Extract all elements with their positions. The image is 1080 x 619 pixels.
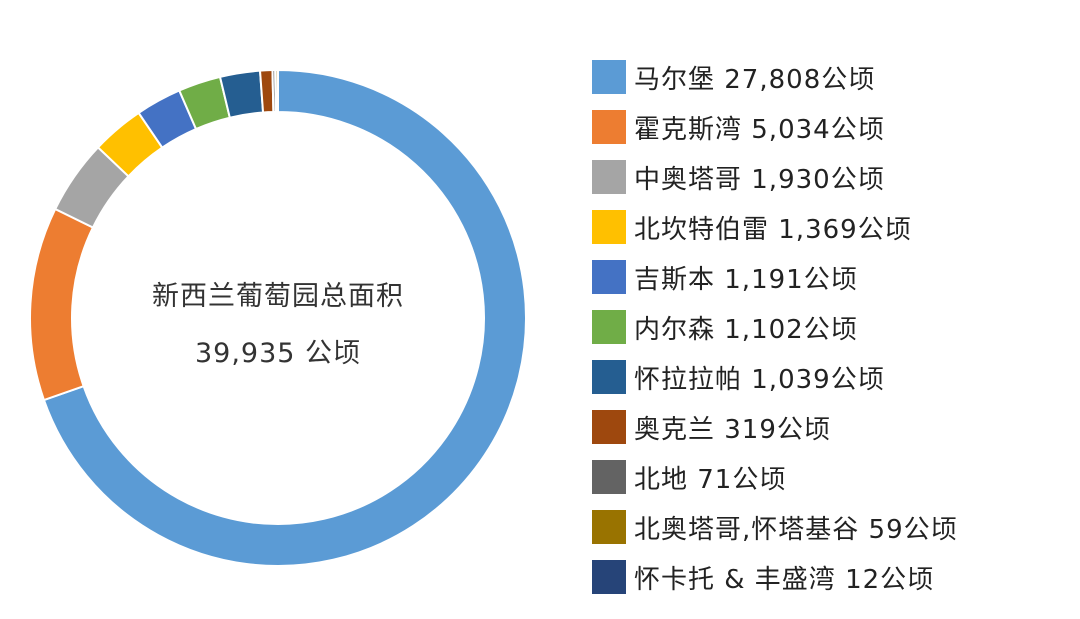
legend-item: 吉斯本 1,191公顷	[592, 252, 1072, 302]
legend-swatch	[592, 210, 626, 244]
legend-label: 奥克兰 319公顷	[634, 414, 831, 445]
legend-swatch	[592, 460, 626, 494]
legend-label: 怀卡托 & 丰盛湾 12公顷	[634, 564, 935, 595]
donut-slice-0	[42, 68, 527, 567]
legend-swatch	[592, 160, 626, 194]
donut-slices	[29, 68, 527, 567]
legend-swatch	[592, 560, 626, 594]
legend-item: 北地 71公顷	[592, 452, 1072, 502]
center-label-line1: 新西兰葡萄园总面积	[152, 281, 404, 312]
legend-swatch	[592, 410, 626, 444]
legend-swatch	[592, 310, 626, 344]
legend: 马尔堡 27,808公顷 霍克斯湾 5,034公顷 中奥塔哥 1,930公顷 北坎特伯…	[592, 52, 1072, 602]
legend-item: 内尔森 1,102公顷	[592, 302, 1072, 352]
center-label-line2: 39,935 公顷	[195, 338, 361, 369]
legend-item: 北奥塔哥,怀塔基谷 59公顷	[592, 502, 1072, 552]
legend-label: 中奥塔哥 1,930公顷	[634, 164, 885, 195]
legend-label: 怀拉拉帕 1,039公顷	[634, 364, 885, 395]
legend-item: 北坎特伯雷 1,369公顷	[592, 202, 1072, 252]
legend-swatch	[592, 60, 626, 94]
donut-slice-1	[29, 207, 95, 402]
legend-label: 霍克斯湾 5,034公顷	[634, 114, 885, 145]
legend-label: 北地 71公顷	[634, 464, 787, 495]
legend-label: 马尔堡 27,808公顷	[634, 64, 876, 95]
donut-slice-7	[258, 69, 275, 114]
legend-label: 内尔森 1,102公顷	[634, 314, 858, 345]
legend-label: 北坎特伯雷 1,369公顷	[634, 214, 912, 245]
legend-item: 怀拉拉帕 1,039公顷	[592, 352, 1072, 402]
legend-swatch	[592, 110, 626, 144]
legend-swatch	[592, 260, 626, 294]
legend-label: 吉斯本 1,191公顷	[634, 264, 858, 295]
legend-swatch	[592, 360, 626, 394]
legend-item: 中奥塔哥 1,930公顷	[592, 152, 1072, 202]
legend-item: 霍克斯湾 5,034公顷	[592, 102, 1072, 152]
legend-swatch	[592, 510, 626, 544]
legend-item: 马尔堡 27,808公顷	[592, 52, 1072, 102]
legend-label: 北奥塔哥,怀塔基谷 59公顷	[634, 514, 958, 545]
legend-item: 怀卡托 & 丰盛湾 12公顷	[592, 552, 1072, 602]
legend-item: 奥克兰 319公顷	[592, 402, 1072, 452]
